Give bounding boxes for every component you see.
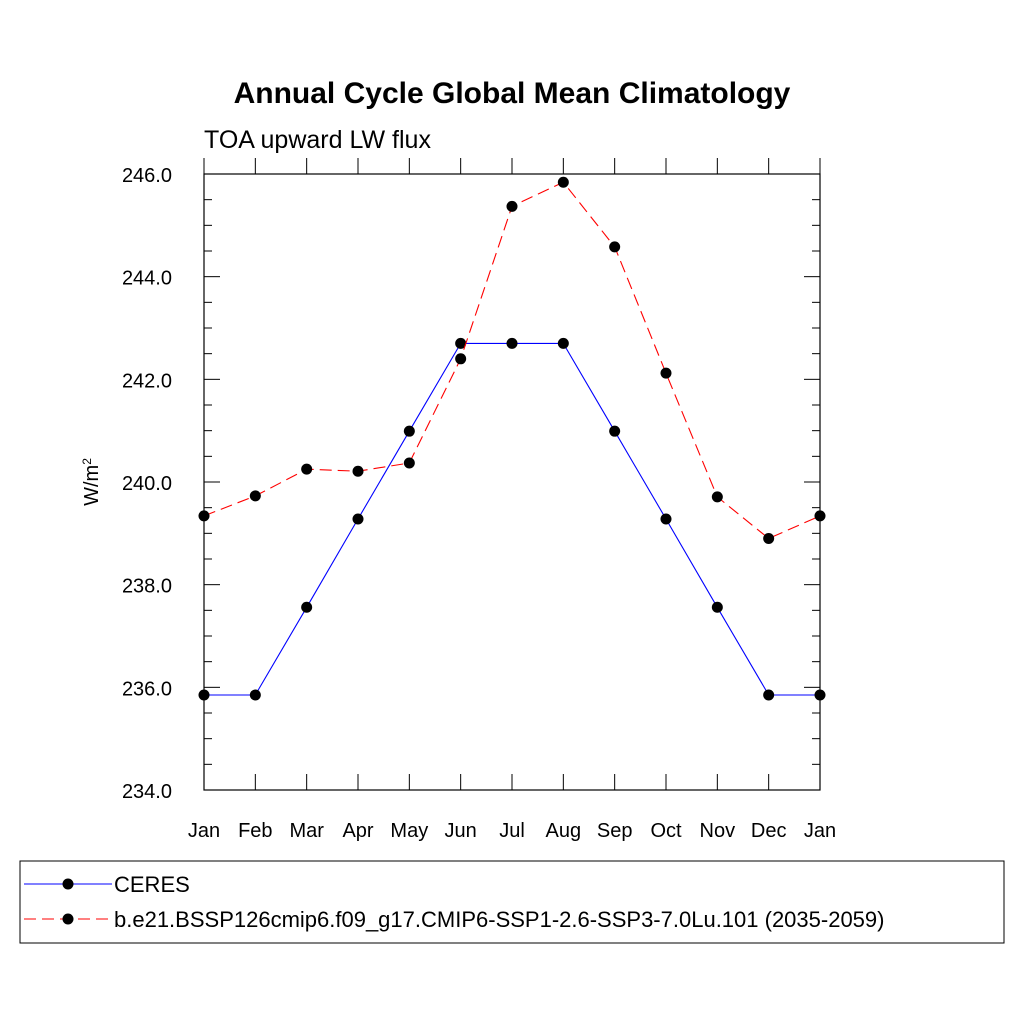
data-point-series-1: [198, 510, 210, 522]
data-point-series-0: [455, 337, 467, 349]
y-tick-labels: 234.0 236.0 238.0 240.0 242.0 244.0 246.0: [122, 165, 172, 803]
data-point-series-1: [763, 532, 775, 544]
data-point-series-1: [506, 200, 518, 212]
x-tick-label: Aug: [546, 820, 582, 842]
data-point-series-1: [403, 457, 415, 469]
legend-marker-model: [62, 913, 74, 925]
y-tick-label: 234.0: [122, 781, 172, 803]
x-tick-label: Mar: [289, 820, 324, 842]
x-tick-labels: Jan Feb Mar Apr May Jun Jul Aug Sep Oct Nov Dec Jan: [188, 820, 836, 842]
axis-ticks: [203, 158, 821, 791]
data-point-series-0: [609, 425, 621, 437]
legend-label-model: b.e21.BSSP126cmip6.f09_g17.CMIP6-SSP1-2.…: [114, 907, 884, 932]
legend-marker-ceres: [62, 878, 74, 890]
data-point-series-0: [763, 689, 775, 701]
series-layer: [198, 176, 826, 701]
data-point-series-1: [249, 490, 261, 502]
x-tick-label: Jan: [804, 820, 836, 842]
x-tick-label: Feb: [238, 820, 272, 842]
y-axis-label: W/m: [81, 465, 103, 506]
data-point-series-0: [660, 513, 672, 525]
y-tick-label: 236.0: [122, 678, 172, 700]
x-tick-label: Jun: [445, 820, 477, 842]
data-point-series-0: [403, 425, 415, 437]
y-tick-label: 238.0: [122, 576, 172, 598]
data-point-series-1: [711, 491, 723, 503]
y-tick-label: 242.0: [122, 370, 172, 392]
data-point-series-1: [660, 367, 672, 379]
legend: CERES b.e21.BSSP126cmip6.f09_g17.CMIP6-S…: [19, 860, 1005, 944]
y-tick-label: 240.0: [122, 473, 172, 495]
y-axis-label-superscript: 2: [80, 458, 94, 465]
x-tick-label: Oct: [650, 820, 682, 842]
x-tick-label: Nov: [700, 820, 736, 842]
x-tick-label: May: [390, 820, 428, 842]
data-point-series-1: [352, 465, 364, 477]
data-point-series-1: [557, 176, 569, 188]
y-tick-label: 244.0: [122, 268, 172, 290]
data-point-series-1: [609, 241, 621, 253]
data-point-series-0: [301, 601, 313, 613]
data-point-series-1: [814, 510, 826, 522]
data-point-series-1: [301, 463, 313, 475]
data-point-series-0: [198, 689, 210, 701]
x-tick-label: Jul: [499, 820, 525, 842]
data-point-series-0: [249, 689, 261, 701]
data-point-series-0: [814, 689, 826, 701]
y-axis-title: W/m2: [80, 458, 103, 506]
x-tick-label: Dec: [751, 820, 787, 842]
x-tick-label: Apr: [342, 820, 373, 842]
series-line-0: [204, 342, 820, 696]
svg-text:W/m2: W/m2: [80, 458, 103, 506]
legend-label-ceres: CERES: [114, 872, 190, 897]
data-point-series-0: [506, 337, 518, 349]
legend-box: [19, 860, 1005, 944]
x-tick-label: Sep: [597, 820, 633, 842]
chart-subtitle: TOA upward LW flux: [204, 126, 431, 154]
chart-title: Annual Cycle Global Mean Climatology: [234, 77, 791, 110]
x-tick-label: Jan: [188, 820, 220, 842]
data-point-series-0: [352, 513, 364, 525]
y-tick-label: 246.0: [122, 165, 172, 187]
data-point-series-0: [711, 601, 723, 613]
data-point-series-0: [557, 337, 569, 349]
data-point-series-1: [455, 353, 467, 365]
series-line-1: [203, 181, 821, 540]
plot-frame: [203, 173, 821, 791]
